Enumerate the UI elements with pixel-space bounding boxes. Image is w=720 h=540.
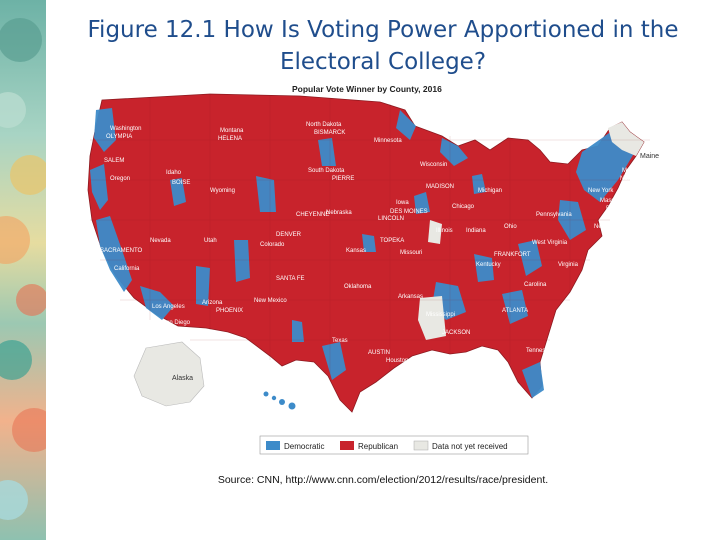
legend-swatch-republican: [340, 441, 354, 450]
label-topeka: TOPEKA: [380, 238, 404, 244]
label-arizona: Arizona: [202, 300, 223, 306]
label-idaho: Idaho: [166, 170, 182, 176]
label-oregon: Oregon: [110, 176, 130, 182]
label-sacramento: SACRAMENTO: [100, 248, 143, 254]
label-iowa: Iowa: [396, 200, 409, 206]
legend-pending: Data not yet received: [432, 442, 508, 451]
label-pierre: PIERRE: [332, 176, 354, 182]
label-nevada: Nevada: [150, 238, 171, 244]
label-missouri: Missouri: [400, 250, 422, 256]
decorative-side-strip: [0, 0, 46, 540]
pending-counties: [418, 122, 644, 340]
label-tennessee: Tennessee: [526, 348, 556, 354]
label-massachusetts: Massachusetts: [600, 198, 640, 204]
label-california: California: [114, 266, 140, 272]
label-north-dakota: North Dakota: [306, 122, 342, 128]
label-west-virginia: West Virginia: [532, 240, 568, 246]
label-phoenix: PHOENIX: [216, 308, 243, 314]
county-grid: [90, 94, 650, 380]
label-colorado: Colorado: [260, 242, 285, 248]
label-texas: Texas: [332, 338, 348, 344]
alaska-shape: [133, 341, 205, 407]
figure-title: Figure 12.1 How Is Voting Power Apportio…: [87, 17, 679, 75]
label-austin: AUSTIN: [368, 350, 390, 356]
label-montana: Montana: [220, 128, 244, 134]
label-frankfort: FRANKFORT: [494, 252, 531, 258]
label-montpelier: MONTPELIER: [622, 168, 662, 174]
map-legend: Democratic Republican Data not yet recei…: [259, 435, 529, 455]
source-citation: Source: CNN, http://www.cnn.com/election…: [217, 474, 549, 486]
label-new-jersey: New Jersey: [594, 224, 625, 230]
label-chicago: Chicago: [452, 204, 475, 210]
label-olympia: OLYMPIA: [106, 134, 132, 140]
label-santa-fe: SANTA FE: [276, 276, 305, 282]
label-indiana: Indiana: [466, 228, 486, 234]
label-nebraska: Nebraska: [326, 210, 352, 216]
legend-republican: Republican: [358, 442, 398, 451]
label-mississippi: Mississippi: [426, 312, 455, 318]
legend-swatch-pending: [413, 440, 429, 451]
label-des-moines: DES MOINES: [390, 209, 428, 215]
label-washington: Washington: [110, 126, 141, 132]
label-new-hampshire: New Hampshire: [620, 176, 663, 182]
label-new-york: New York: [588, 188, 614, 194]
label-boston: BOSTON: [606, 206, 631, 212]
place-labels: Washington OLYMPIA Montana HELENA North …: [100, 122, 663, 382]
label-new-mexico: New Mexico: [254, 298, 287, 304]
label-helena: HELENA: [218, 136, 242, 142]
label-alaska: Alaska: [172, 375, 193, 382]
label-houston: Houston: [386, 358, 408, 364]
label-lincoln: LINCOLN: [378, 216, 404, 222]
label-kansas: Kansas: [346, 248, 366, 254]
hawaii-islands: [263, 391, 296, 410]
county-map: Washington OLYMPIA Montana HELENA North …: [70, 80, 680, 458]
label-jackson: JACKSON: [442, 330, 470, 336]
label-maine: Maine: [640, 153, 659, 160]
label-ohio: Ohio: [504, 224, 517, 230]
label-atlanta: ATLANTA: [502, 308, 528, 314]
label-denver: DENVER: [276, 232, 302, 238]
label-illinois: Illinois: [436, 228, 453, 234]
label-oklahoma: Oklahoma: [344, 284, 372, 290]
label-wyoming: Wyoming: [210, 188, 235, 194]
label-bismarck: BISMARCK: [314, 130, 345, 136]
label-south-dakota: South Dakota: [308, 168, 345, 174]
label-minnesota: Minnesota: [374, 138, 402, 144]
label-madison: MADISON: [426, 184, 454, 190]
label-salem: SALEM: [104, 158, 124, 164]
label-utah: Utah: [204, 238, 217, 244]
label-concord: CONCORD: [626, 184, 658, 190]
label-arkansas: Arkansas: [398, 294, 423, 300]
label-los-angeles: Los Angeles: [152, 304, 185, 310]
legend-democratic: Democratic: [284, 442, 324, 451]
label-cheyenne: CHEYENNE: [296, 212, 329, 218]
label-virginia: Virginia: [558, 262, 579, 268]
label-carolina: Carolina: [524, 282, 547, 288]
label-kentucky: Kentucky: [476, 262, 501, 268]
label-wisconsin: Wisconsin: [420, 162, 447, 168]
map-subtitle: Popular Vote Winner by County, 2016: [292, 84, 442, 94]
label-boise: BOISE: [172, 180, 190, 186]
label-pennsylvania: Pennsylvania: [536, 212, 572, 218]
decorative-circles: [0, 18, 46, 520]
legend-swatch-democratic: [266, 441, 280, 450]
label-san-diego: San Diego: [162, 320, 191, 326]
label-michigan: Michigan: [478, 188, 502, 194]
